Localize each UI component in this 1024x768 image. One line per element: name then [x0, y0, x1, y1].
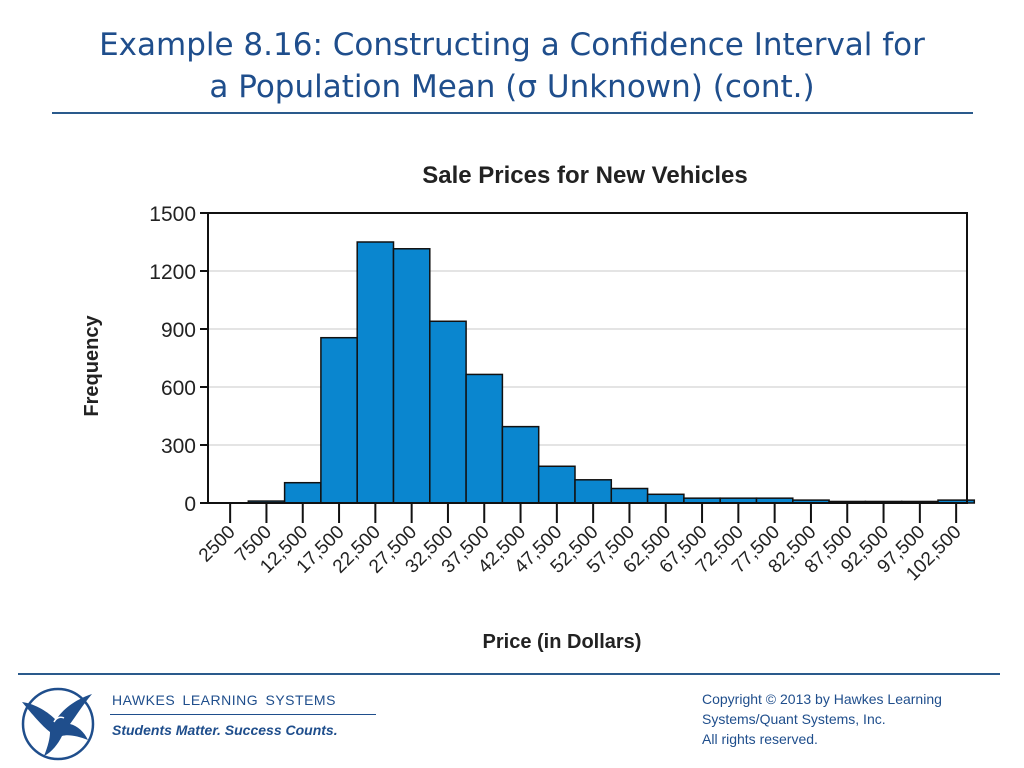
bar: [610, 487, 649, 504]
bar: [574, 479, 613, 504]
y-tick-label: 300: [161, 435, 196, 458]
eagle-logo-icon: [21, 687, 95, 761]
brand-divider: [110, 714, 376, 715]
slide-title: Example 8.16: Constructing a Confidence …: [40, 24, 984, 108]
x-axis-ticks: 2500750012,50017,50022,50027,50032,50037…: [195, 503, 966, 585]
slide-title-line-1: Example 8.16: Constructing a Confidence …: [99, 27, 925, 63]
brand-tagline: Students Matter. Success Counts.: [112, 722, 338, 738]
brand-name: HAWKES LEARNING SYSTEMS: [112, 692, 336, 708]
bars: [247, 241, 976, 504]
bar: [356, 241, 395, 504]
copyright-line-1: Copyright © 2013 by Hawkes Learning: [702, 691, 942, 707]
bar: [392, 248, 431, 504]
x-tick-label: 2500: [195, 522, 240, 567]
histogram-chart: Sale Prices for New Vehicles 0 300 600 900 1…: [81, 162, 976, 653]
bar: [283, 481, 322, 504]
footer-divider: [18, 673, 1000, 675]
slide-title-line-2: a Population Mean (σ Unknown) (cont.): [209, 69, 815, 105]
y-tick-label: 0: [184, 493, 196, 516]
y-tick-label: 1200: [149, 261, 196, 284]
y-tick-label: 600: [161, 377, 196, 400]
title-divider: [52, 112, 973, 114]
copyright-notice: Copyright © 2013 by Hawkes Learning Syst…: [702, 689, 1002, 749]
copyright-line-2: Systems/Quant Systems, Inc.: [702, 711, 886, 727]
bar: [646, 493, 685, 504]
y-tick-label: 900: [161, 319, 196, 342]
copyright-line-3: All rights reserved.: [702, 731, 818, 747]
bar: [501, 425, 540, 504]
x-axis-label: Price (in Dollars): [483, 631, 642, 653]
y-axis-label: Frequency: [81, 315, 103, 417]
y-tick-label: 1500: [149, 203, 196, 226]
bar: [429, 320, 467, 504]
bar: [537, 465, 576, 504]
chart-title: Sale Prices for New Vehicles: [422, 162, 748, 189]
plot-frame: [207, 212, 968, 504]
bar: [320, 336, 358, 504]
y-axis-ticks: 0 300 600 900 1200 1500: [149, 203, 208, 516]
bar: [465, 373, 504, 504]
